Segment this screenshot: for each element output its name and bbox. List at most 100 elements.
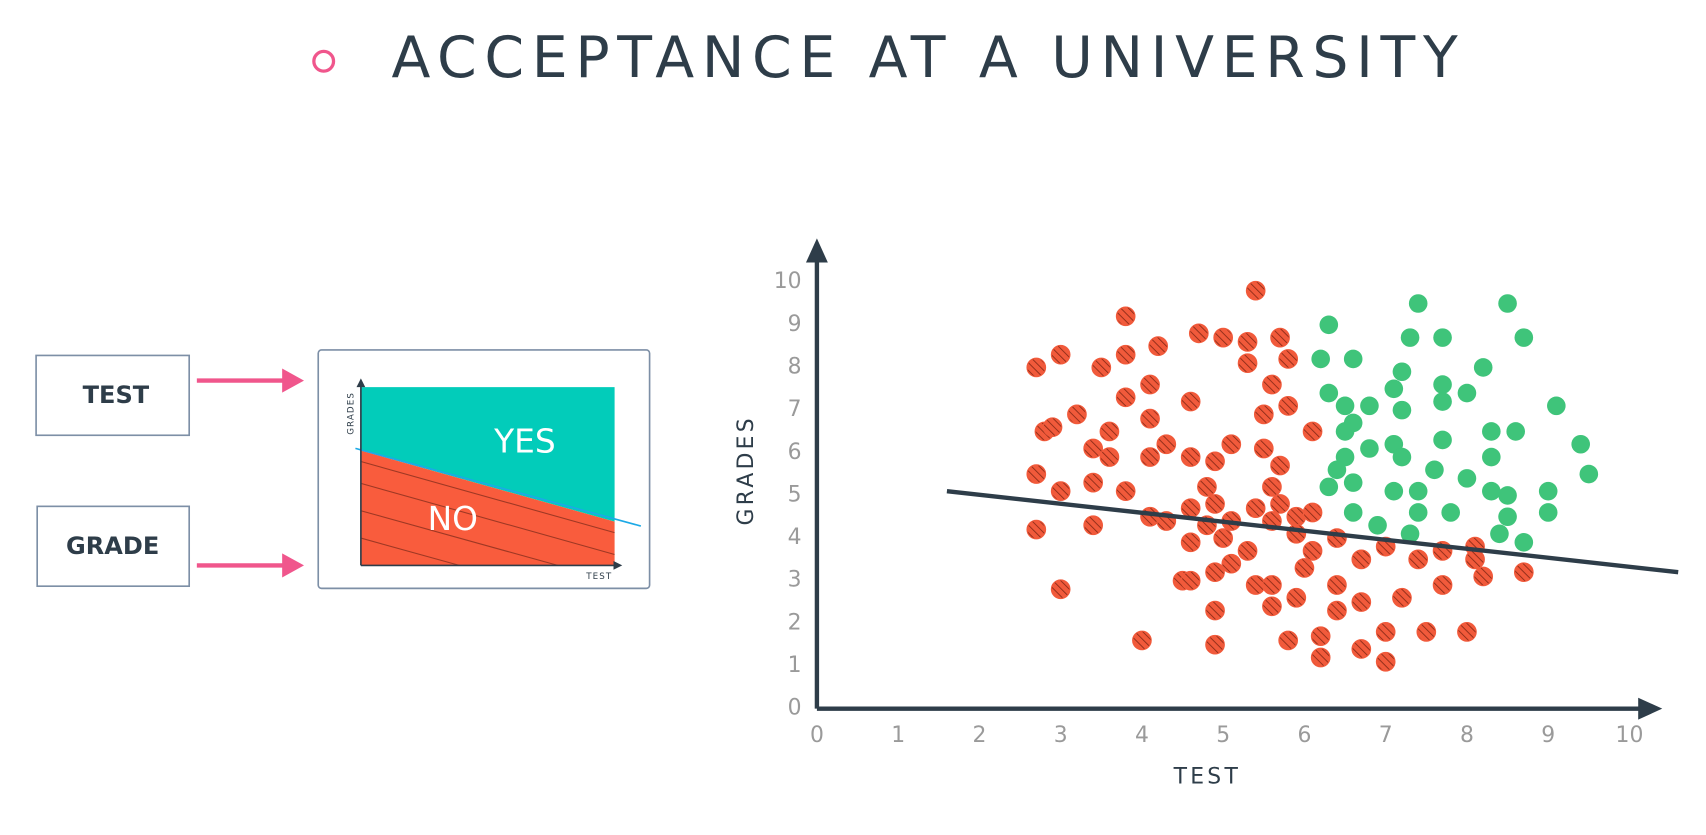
point [1433,430,1452,450]
point [1482,422,1501,441]
point [1506,422,1525,441]
point [1360,396,1379,416]
point [1514,328,1534,347]
title: ACCEPTANCE AT A UNIVERSITY [392,25,1466,91]
y-tick-label: 1 [788,653,802,678]
point [1213,327,1234,348]
point [1433,328,1452,347]
y-tick-label: 4 [788,525,802,550]
point [1310,647,1331,668]
point [1319,383,1339,403]
point [1180,570,1201,591]
point [1237,353,1258,374]
point [1375,651,1396,672]
point [1205,600,1225,621]
title-bullet [312,49,336,73]
x-tick-label: 1 [891,723,905,748]
point [1083,515,1104,536]
point [1310,626,1331,647]
point [1278,396,1299,416]
point [1375,622,1396,642]
x-tick-label: 2 [972,723,986,748]
point [1067,404,1087,425]
point [1319,477,1339,497]
point [1319,315,1339,335]
point [1351,639,1372,659]
point [1026,464,1047,484]
arrow-head [282,368,305,393]
point [1140,506,1160,527]
point [1392,587,1412,608]
point [1115,481,1136,501]
point [1351,592,1372,612]
point [1050,481,1071,501]
point [1083,472,1104,493]
point [1571,434,1590,454]
y-tick-label: 7 [788,397,802,422]
point [1360,439,1379,458]
y-axis-label: GRADES [734,415,759,525]
point [1384,379,1404,399]
point [1270,494,1290,514]
point [1270,327,1290,348]
y-tick-label: 6 [788,440,802,465]
point [1302,421,1323,442]
point [1408,481,1428,501]
y-axis-head [805,238,828,263]
point [1188,323,1209,344]
point [1253,404,1274,425]
point [1538,481,1558,501]
point [1115,306,1136,327]
point [1351,549,1372,570]
yes-region [360,387,615,522]
point [1392,400,1412,420]
mini-xlabel: TEST [585,572,612,582]
point [1441,503,1460,522]
point [1400,524,1420,544]
point [1311,349,1330,369]
point [1115,344,1136,365]
point [1335,396,1355,416]
arrow-head [282,553,305,578]
x-tick-label: 8 [1460,723,1474,748]
point [1091,357,1112,378]
point [1156,434,1177,455]
point [1083,438,1104,459]
point [1099,421,1120,442]
point [1457,383,1477,403]
y-tick-label: 9 [788,312,802,337]
input-box [36,505,191,588]
point [1026,357,1047,378]
point [1197,477,1217,497]
mini-axis-head [613,561,623,570]
point [1180,498,1201,519]
point [1498,294,1517,313]
point [1148,336,1169,356]
no-hatch [360,460,615,566]
point [1368,515,1387,535]
point [1408,503,1428,522]
y-tick-label: 2 [788,610,802,635]
point [1327,460,1347,480]
point [1513,562,1534,583]
point [1327,600,1347,621]
point [1221,434,1242,455]
diagram: TEST GRADE YES NO GRADES TEST [35,349,651,590]
point [1327,575,1347,595]
point [1245,498,1266,519]
point [1482,481,1501,501]
point [1343,503,1363,522]
x-tick-label: 4 [1135,723,1149,748]
point [1205,562,1225,583]
input-box [35,354,191,437]
point [1579,464,1599,484]
point [1392,362,1412,382]
point [1343,473,1363,492]
mini-ylabel: GRADES [347,392,357,435]
point [1473,566,1494,587]
point [1433,375,1452,394]
point [1465,549,1485,570]
point [1400,328,1420,347]
input-label: TEST [83,381,150,409]
point [1042,417,1063,438]
